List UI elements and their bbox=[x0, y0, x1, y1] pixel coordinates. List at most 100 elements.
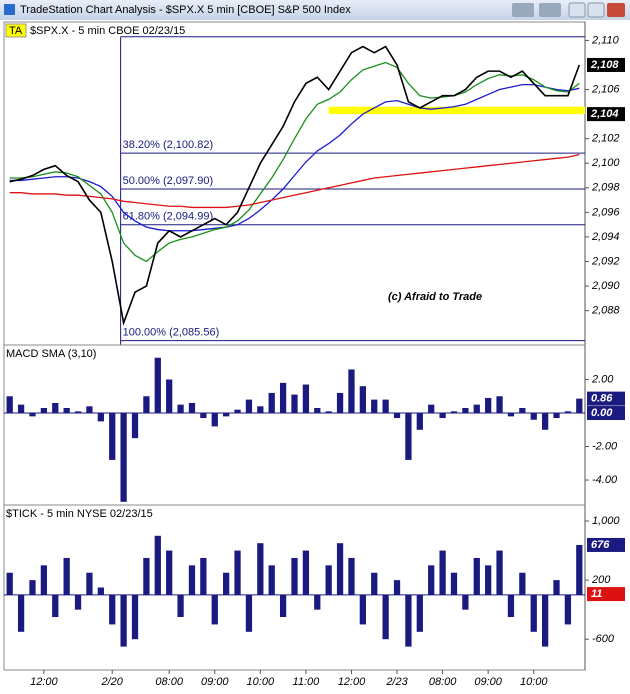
bar bbox=[279, 594, 287, 618]
bar bbox=[450, 572, 458, 595]
bar bbox=[496, 396, 503, 414]
bar bbox=[439, 550, 446, 595]
bar bbox=[29, 580, 36, 595]
bar bbox=[485, 397, 492, 414]
bar bbox=[97, 587, 104, 595]
y-tick-label: 2,102 bbox=[591, 133, 620, 145]
bar bbox=[302, 550, 310, 595]
bar bbox=[291, 394, 298, 414]
bar bbox=[109, 413, 116, 460]
price-tag-label: 0.86 bbox=[591, 393, 613, 405]
bar bbox=[177, 404, 184, 414]
x-tick-label: 2/23 bbox=[385, 676, 408, 688]
bar bbox=[177, 594, 184, 618]
bar bbox=[473, 557, 480, 595]
bar bbox=[200, 413, 207, 419]
bar bbox=[223, 572, 230, 595]
price-tag-label: 11 bbox=[591, 588, 602, 600]
panel-title: $TICK - 5 min NYSE 02/23/15 bbox=[6, 508, 153, 520]
bar bbox=[553, 413, 560, 419]
fib-label: 50.00% (2,097.90) bbox=[123, 175, 214, 187]
bar bbox=[428, 404, 435, 414]
bar bbox=[200, 557, 207, 595]
fib-label: 61.80% (2,094.99) bbox=[123, 211, 214, 223]
bar bbox=[450, 411, 458, 414]
bar bbox=[223, 413, 230, 417]
bar bbox=[40, 565, 48, 595]
x-tick-label: 09:00 bbox=[474, 676, 502, 688]
y-tick-label: -4.00 bbox=[592, 474, 618, 486]
bar bbox=[40, 407, 48, 414]
price-tag-label: 0.00 bbox=[591, 407, 613, 419]
bar bbox=[359, 594, 366, 625]
watermark: (c) Afraid to Trade bbox=[388, 291, 482, 303]
price-tag bbox=[587, 57, 625, 72]
bar bbox=[541, 594, 549, 647]
minimize-button[interactable] bbox=[568, 2, 586, 18]
bar bbox=[109, 594, 116, 625]
maximize-button[interactable] bbox=[587, 2, 605, 18]
bar bbox=[29, 413, 36, 417]
bar bbox=[564, 411, 572, 414]
bar bbox=[462, 594, 469, 610]
panel bbox=[3, 344, 586, 506]
y-tick-label: 2,096 bbox=[591, 206, 620, 218]
bar bbox=[473, 404, 480, 414]
price-line bbox=[9, 61, 580, 263]
title-bar bbox=[0, 0, 630, 20]
x-tick-label: 09:00 bbox=[201, 676, 229, 688]
y-tick-label: 2,106 bbox=[591, 83, 620, 95]
bar bbox=[131, 413, 139, 439]
bar bbox=[279, 382, 287, 414]
bar bbox=[52, 402, 59, 414]
bar bbox=[234, 409, 241, 414]
bar bbox=[143, 557, 150, 595]
bar bbox=[541, 413, 549, 430]
menu-button[interactable] bbox=[512, 3, 534, 17]
highlight-band bbox=[328, 106, 585, 115]
bar bbox=[519, 407, 526, 414]
x-tick-label: 10:00 bbox=[247, 676, 275, 688]
bar bbox=[291, 557, 298, 595]
bar bbox=[63, 557, 70, 595]
bar bbox=[553, 580, 560, 595]
bar bbox=[371, 572, 378, 595]
bar bbox=[154, 535, 161, 595]
bar bbox=[268, 392, 275, 414]
window-title: TradeStation Chart Analysis - $SPX.X 5 m… bbox=[20, 4, 351, 16]
bar bbox=[462, 407, 469, 414]
y-tick-label: 2,094 bbox=[591, 231, 620, 243]
bar bbox=[17, 404, 25, 414]
close-button[interactable] bbox=[607, 3, 625, 17]
menu-button[interactable] bbox=[539, 3, 561, 17]
y-tick-label: 2.00 bbox=[591, 373, 614, 385]
bar bbox=[86, 572, 93, 595]
price-tag bbox=[587, 391, 625, 406]
bar bbox=[97, 413, 104, 422]
bar bbox=[211, 594, 218, 625]
bar bbox=[416, 594, 423, 632]
bar bbox=[530, 413, 537, 420]
x-tick-label: 11:00 bbox=[293, 676, 321, 688]
bar bbox=[348, 557, 355, 595]
y-tick-label: 2,100 bbox=[591, 157, 620, 169]
bar bbox=[439, 413, 446, 419]
bar bbox=[234, 550, 241, 595]
price-tag bbox=[587, 107, 625, 122]
x-tick-label: 10:00 bbox=[520, 676, 548, 688]
y-tick-label: 2,090 bbox=[591, 280, 620, 292]
bar bbox=[120, 594, 127, 647]
bar bbox=[382, 399, 389, 414]
bar bbox=[507, 413, 515, 417]
price-line bbox=[9, 154, 580, 209]
bar bbox=[336, 543, 344, 595]
bar bbox=[485, 565, 492, 595]
bar bbox=[143, 396, 150, 414]
x-tick-label: 12:00 bbox=[30, 676, 58, 688]
bar bbox=[416, 413, 423, 430]
bar bbox=[245, 399, 253, 414]
bar bbox=[576, 398, 583, 414]
badge: TA bbox=[9, 25, 23, 37]
price-tag-label: 676 bbox=[591, 539, 610, 551]
fib-label: 100.00% (2,085.56) bbox=[123, 326, 220, 338]
